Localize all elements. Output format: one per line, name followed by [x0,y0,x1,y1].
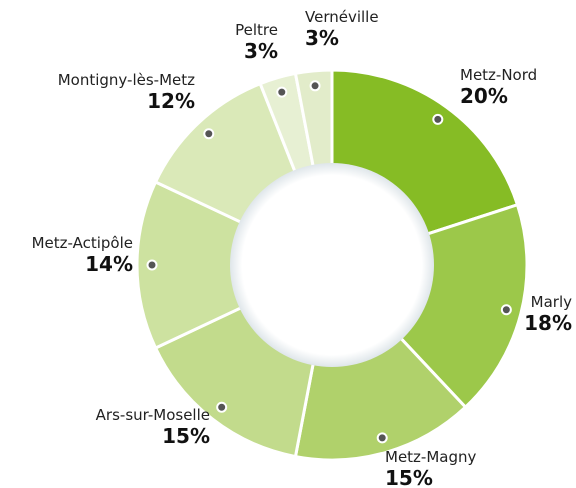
slice-value: 12% [147,89,195,113]
donut-hole [230,163,434,367]
slice-name: Ars-sur-Moselle [96,406,210,424]
slice-dot [309,80,321,92]
slice-dot [432,113,444,125]
slices [135,68,529,462]
slice-value: 3% [244,39,278,63]
slice-name: Montigny-lès-Metz [58,71,195,89]
slice-dot [146,259,158,271]
slice-dot [500,304,512,316]
slice-dot [203,128,215,140]
slice-name: Metz-Nord [460,66,537,84]
labels: Metz-Nord20%Marly18%Metz-Magny15%Ars-sur… [32,8,573,488]
slice-name: Marly [531,293,572,311]
slice-value: 18% [524,311,572,335]
slice-dot [216,401,228,413]
slice-dot [376,432,388,444]
slice-name: Vernéville [305,8,379,26]
slice-name: Metz-Magny [385,448,477,466]
slice-name: Peltre [235,21,278,39]
slice-value: 15% [385,466,433,488]
slice-value: 15% [162,424,210,448]
slice-value: 14% [85,252,133,276]
slice-value: 3% [305,26,339,50]
slice-value: 20% [460,84,508,108]
slice-name: Metz-Actipôle [32,234,133,252]
slice-dot [276,86,288,98]
